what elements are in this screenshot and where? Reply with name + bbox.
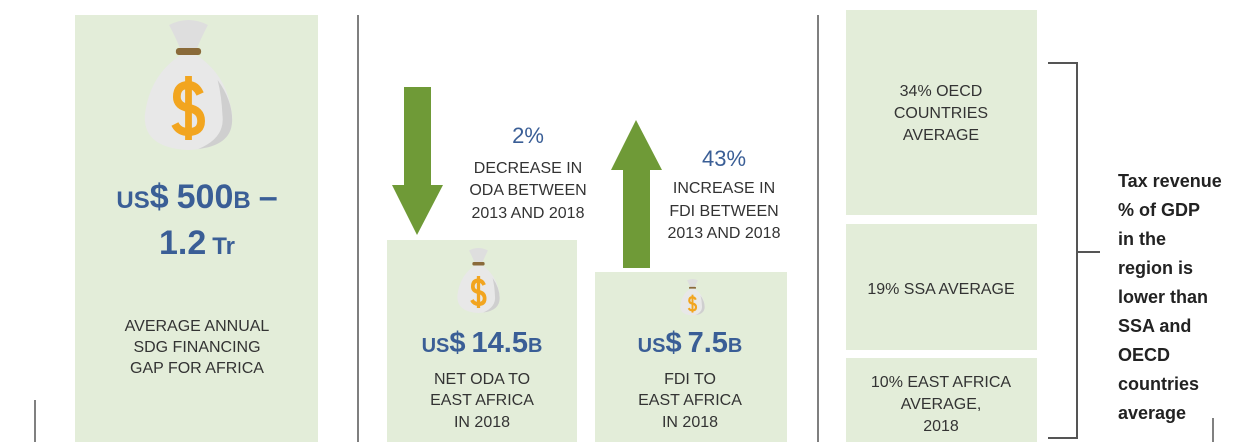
note: region is <box>1118 258 1193 278</box>
currency: US <box>116 187 149 214</box>
gap-amount: US$ 500B – <box>116 178 277 216</box>
amount: 14.5 <box>472 327 528 359</box>
change-text: ODA BETWEEN <box>469 182 586 199</box>
caption: IN 2018 <box>454 414 510 431</box>
caption: SDG FINANCING <box>133 339 260 356</box>
change-text: 2013 AND 2018 <box>668 225 781 242</box>
panel <box>846 224 1037 350</box>
amount: 1.2 <box>159 224 206 262</box>
box-text: COUNTRIES <box>894 105 988 122</box>
up-arrow <box>611 120 662 268</box>
box-text: AVERAGE <box>903 127 979 144</box>
change-text: DECREASE IN <box>474 160 582 177</box>
note: SSA and <box>1118 316 1191 336</box>
note: in the <box>1118 229 1166 249</box>
currency: $ <box>449 327 465 359</box>
note: OECD <box>1118 345 1170 365</box>
caption: AVERAGE ANNUAL <box>125 318 270 335</box>
caption: EAST AFRICA <box>638 392 742 409</box>
caption: GAP FOR AFRICA <box>130 360 264 377</box>
box-text: 19% SSA AVERAGE <box>867 281 1014 298</box>
currency: $ <box>665 327 681 359</box>
unit: Tr <box>212 233 235 260</box>
unit: B <box>528 335 542 357</box>
change-text: FDI BETWEEN <box>669 203 778 220</box>
caption: EAST AFRICA <box>430 392 534 409</box>
note: countries <box>1118 374 1199 394</box>
caption: FDI TO <box>664 371 716 388</box>
box-text: AVERAGE, <box>901 396 982 413</box>
dash: – <box>259 178 278 216</box>
box-text: 10% EAST AFRICA <box>871 374 1012 391</box>
panel <box>846 10 1037 215</box>
fdi-amount: US$ 7.5B <box>638 327 743 359</box>
percent: 43% <box>702 146 746 171</box>
note: % of GDP <box>1118 200 1200 220</box>
oda-amount: US$ 14.5B <box>422 327 543 359</box>
currency: US <box>638 335 666 357</box>
gap-amount: 1.2 Tr <box>159 224 235 262</box>
box-text: 2018 <box>923 418 959 435</box>
unit: B <box>233 187 250 214</box>
currency: $ <box>150 178 169 216</box>
unit: B <box>728 335 742 357</box>
panel <box>846 358 1037 442</box>
caption: NET ODA TO <box>434 371 530 388</box>
note: average <box>1118 403 1186 423</box>
box-text: 34% OECD <box>900 83 983 100</box>
note: Tax revenue <box>1118 171 1222 191</box>
down-arrow <box>392 87 443 235</box>
note: lower than <box>1118 287 1208 307</box>
amount: 7.5 <box>688 327 728 359</box>
currency: US <box>422 335 450 357</box>
change-text: INCREASE IN <box>673 180 775 197</box>
bracket <box>1048 62 1100 439</box>
change-text: 2013 AND 2018 <box>472 205 585 222</box>
percent: 2% <box>512 123 544 148</box>
amount: 500 <box>177 178 234 216</box>
caption: IN 2018 <box>662 414 718 431</box>
